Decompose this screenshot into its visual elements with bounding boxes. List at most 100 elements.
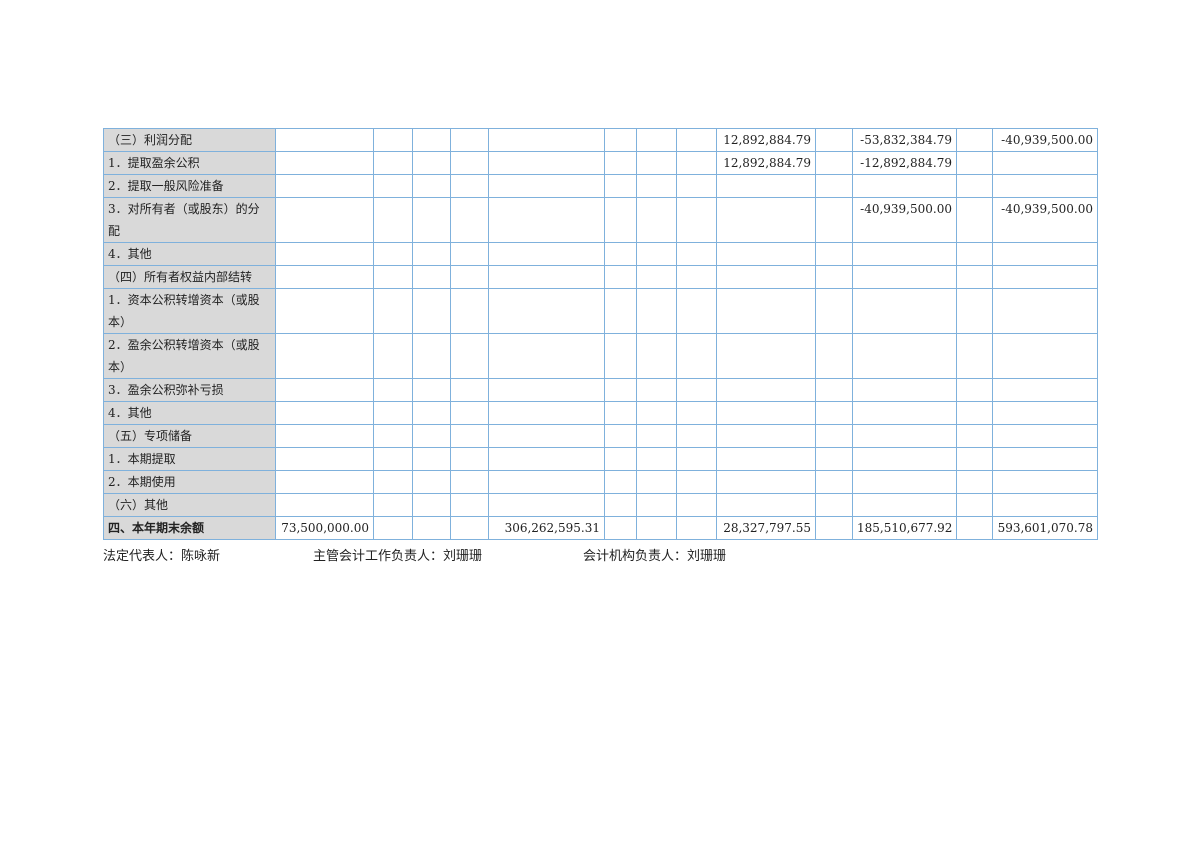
table-cell xyxy=(488,378,605,402)
table-cell xyxy=(488,265,605,289)
table-cell xyxy=(636,333,677,379)
row-label: 1．本期提取 xyxy=(103,447,276,471)
table-cell xyxy=(676,470,717,494)
table-cell: 12,892,884.79 xyxy=(716,128,816,152)
table-row: 3．盈余公积弥补亏损 xyxy=(103,378,1098,402)
legal-representative: 法定代表人：陈咏新 xyxy=(103,549,221,564)
table-cell xyxy=(716,401,816,425)
table-cell xyxy=(275,242,374,266)
table-cell xyxy=(373,333,413,379)
equity-change-table: （三）利润分配 12,892,884.79 -53,832,384.79 -40,93… xyxy=(103,128,1098,540)
table-cell xyxy=(373,242,413,266)
table-cell xyxy=(450,378,489,402)
table-cell xyxy=(852,424,957,448)
table-cell xyxy=(373,401,413,425)
table-row: （三）利润分配 12,892,884.79 -53,832,384.79 -40,93… xyxy=(103,128,1098,152)
table-cell: -40,939,500.00 xyxy=(852,197,957,243)
table-cell xyxy=(676,424,717,448)
table-cell xyxy=(815,151,853,175)
table-cell xyxy=(373,378,413,402)
table-cell xyxy=(275,288,374,334)
table-cell xyxy=(676,197,717,243)
table-cell xyxy=(275,493,374,517)
table-cell xyxy=(992,378,1098,402)
table-cell xyxy=(412,151,451,175)
row-label: （五）专项储备 xyxy=(103,424,276,448)
table-cell xyxy=(852,401,957,425)
table-cell xyxy=(716,424,816,448)
table-cell xyxy=(676,288,717,334)
table-row: 2．本期使用 xyxy=(103,470,1098,494)
table-cell xyxy=(275,265,374,289)
table-cell xyxy=(636,516,677,540)
table-cell xyxy=(488,197,605,243)
table-cell xyxy=(956,288,993,334)
table-cell xyxy=(636,242,677,266)
table-cell xyxy=(488,288,605,334)
table-cell: -53,832,384.79 xyxy=(852,128,957,152)
table-cell xyxy=(852,447,957,471)
table-cell xyxy=(412,470,451,494)
table-cell xyxy=(676,493,717,517)
table-cell: 28,327,797.55 xyxy=(716,516,816,540)
table-cell xyxy=(956,424,993,448)
table-cell xyxy=(412,378,451,402)
table-cell xyxy=(450,493,489,517)
table-cell: -40,939,500.00 xyxy=(992,197,1098,243)
table-row: 四、本年期末余额 73,500,000.00 306,262,595.31 28,32… xyxy=(103,516,1098,540)
table-cell xyxy=(604,447,637,471)
table-cell xyxy=(373,493,413,517)
table-cell xyxy=(412,197,451,243)
table-cell xyxy=(636,493,677,517)
table-cell xyxy=(604,128,637,152)
table-cell xyxy=(373,470,413,494)
table-cell xyxy=(815,378,853,402)
table-cell xyxy=(676,174,717,198)
table-cell xyxy=(676,333,717,379)
row-label: （三）利润分配 xyxy=(103,128,276,152)
table-cell xyxy=(852,493,957,517)
table-cell xyxy=(275,174,374,198)
table-cell xyxy=(450,447,489,471)
table-cell xyxy=(412,424,451,448)
table-cell xyxy=(373,516,413,540)
table-cell xyxy=(852,470,957,494)
table-cell xyxy=(956,447,993,471)
table-row: 3．对所有者（或股东）的分配 -40,939,500.00 -40,939,500.… xyxy=(103,197,1098,243)
table-cell xyxy=(815,401,853,425)
table-cell xyxy=(852,242,957,266)
table-cell xyxy=(956,493,993,517)
table-cell xyxy=(373,424,413,448)
table-cell xyxy=(412,174,451,198)
table-cell xyxy=(450,470,489,494)
table-cell xyxy=(636,197,677,243)
table-cell: -40,939,500.00 xyxy=(992,128,1098,152)
table-row: 1．本期提取 xyxy=(103,447,1098,471)
table-cell xyxy=(716,447,816,471)
table-cell xyxy=(815,516,853,540)
table-row: （四）所有者权益内部结转 xyxy=(103,265,1098,289)
table-cell xyxy=(450,265,489,289)
table-cell xyxy=(604,424,637,448)
table-cell xyxy=(992,447,1098,471)
table-cell xyxy=(450,401,489,425)
table-cell xyxy=(992,288,1098,334)
table-cell xyxy=(992,242,1098,266)
table-cell xyxy=(450,333,489,379)
row-label: 2．本期使用 xyxy=(103,470,276,494)
table-cell xyxy=(604,265,637,289)
table-cell: 593,601,070.78 xyxy=(992,516,1098,540)
table-cell xyxy=(412,128,451,152)
table-cell: -12,892,884.79 xyxy=(852,151,957,175)
table-cell xyxy=(604,151,637,175)
table-cell xyxy=(815,128,853,152)
table-cell xyxy=(604,174,637,198)
table-cell xyxy=(488,333,605,379)
table-cell xyxy=(956,197,993,243)
table-cell xyxy=(716,333,816,379)
table-cell xyxy=(636,128,677,152)
table-cell xyxy=(852,378,957,402)
table-cell xyxy=(373,174,413,198)
table-cell xyxy=(956,378,993,402)
table-cell xyxy=(956,265,993,289)
